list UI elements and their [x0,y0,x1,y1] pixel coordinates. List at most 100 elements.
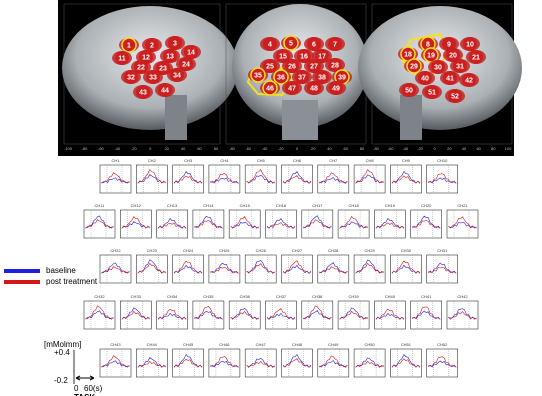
plot-title: CH23 [147,248,158,253]
x-tick-label: 80 [360,146,365,151]
channel-plot: CH11 [84,203,115,238]
plot-title: CH34 [167,294,178,299]
channel-label: 16 [300,53,308,60]
plot-frame [120,301,151,329]
channel-plot: CH6 [282,158,313,193]
plot-frame [427,165,458,193]
plot-frame [411,301,442,329]
x-tick-label: 20 [164,146,169,151]
channel-label: 24 [182,61,190,68]
channel-plot: CH5 [245,158,276,193]
plot-title: CH36 [240,294,251,299]
channel-label: 28 [331,62,339,69]
x-tick-label: 100 [505,146,512,151]
channel-label: 39 [338,74,346,81]
plot-title: CH24 [183,248,194,253]
plot-frame [209,255,240,283]
plot-frame [120,210,151,238]
channel-plot: CH34 [157,294,188,329]
channel-plot: CH27 [282,248,313,283]
plot-title: CH30 [401,248,412,253]
channel-label: 18 [404,51,412,58]
plot-title: CH51 [401,342,412,347]
x-tick-label: -60 [388,146,395,151]
plot-title: CH37 [276,294,287,299]
channel-label: 30 [434,64,442,71]
plot-frame [302,210,333,238]
plot-title: CH50 [364,342,375,347]
plot-frame [282,255,313,283]
plot-frame [229,301,260,329]
plot-frame [374,210,405,238]
plot-frame [136,255,167,283]
channel-plot: CH44 [136,342,167,377]
plot-title: CH26 [256,248,267,253]
channel-label: 43 [139,89,147,96]
plot-frame [318,165,349,193]
plot-title: CH19 [385,203,396,208]
plot-frame [266,210,297,238]
channel-label: 6 [312,41,316,48]
x-tick-label: 40 [462,146,467,151]
plot-title: CH12 [131,203,142,208]
channel-plot: CH16 [266,203,297,238]
channel-label: 31 [456,63,464,70]
channel-plot: CH2 [136,158,167,193]
plot-title: CH13 [167,203,178,208]
channel-plot: CH31 [427,248,458,283]
channel-plot: CH52 [427,342,458,377]
plot-frame [100,165,131,193]
channel-plot: CH18 [338,203,369,238]
plot-title: CH1 [111,158,120,163]
channel-label: 9 [447,41,451,48]
channel-label: 15 [279,53,287,60]
channel-label: 3 [173,40,177,47]
plot-title: CH25 [219,248,230,253]
channel-plot: CH42 [447,294,478,329]
channel-label: 49 [332,85,340,92]
channel-plot: CH1 [100,158,131,193]
plot-frame [245,255,276,283]
plot-title: CH45 [183,342,194,347]
channel-label: 23 [159,65,167,72]
plot-frame [411,210,442,238]
x-tick-label: -20 [278,146,285,151]
plot-frame [390,349,421,377]
plot-title: CH8 [366,158,375,163]
plot-frame [447,301,478,329]
channel-plot: CH29 [354,248,385,283]
plot-title: CH29 [364,248,375,253]
plot-frame [282,165,313,193]
channel-plot: CH49 [318,342,349,377]
plot-frame [354,255,385,283]
plot-frame [245,349,276,377]
plot-frame [84,301,115,329]
channel-plot: CH20 [411,203,442,238]
channel-label: 52 [451,93,459,100]
channel-plot: CH13 [157,203,188,238]
plot-frame [338,210,369,238]
plot-title: CH27 [292,248,303,253]
plot-title: CH22 [110,248,121,253]
time-start: 0 [74,384,79,393]
plot-title: CH11 [95,203,106,208]
plot-title: CH35 [203,294,214,299]
plot-frame [282,349,313,377]
channel-label: 29 [410,63,418,70]
channel-label: 26 [288,63,296,70]
x-tick-label: 60 [476,146,481,151]
plot-title: CH47 [256,342,267,347]
plot-title: CH18 [348,203,359,208]
x-tick-label: -40 [114,146,121,151]
plot-frame [100,255,131,283]
plot-title: CH3 [184,158,193,163]
channel-label: 32 [127,74,135,81]
plot-frame [354,349,385,377]
channel-label: 19 [427,52,435,59]
channel-label: 4 [268,41,272,48]
channel-plot: CH39 [338,294,369,329]
x-tick-label: 60 [344,146,349,151]
x-tick-label: 80 [491,146,496,151]
channel-label: 51 [428,89,436,96]
